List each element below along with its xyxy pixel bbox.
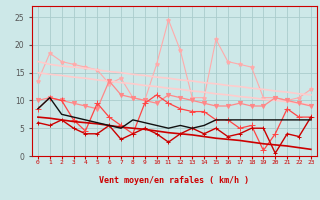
- X-axis label: Vent moyen/en rafales ( km/h ): Vent moyen/en rafales ( km/h ): [100, 176, 249, 185]
